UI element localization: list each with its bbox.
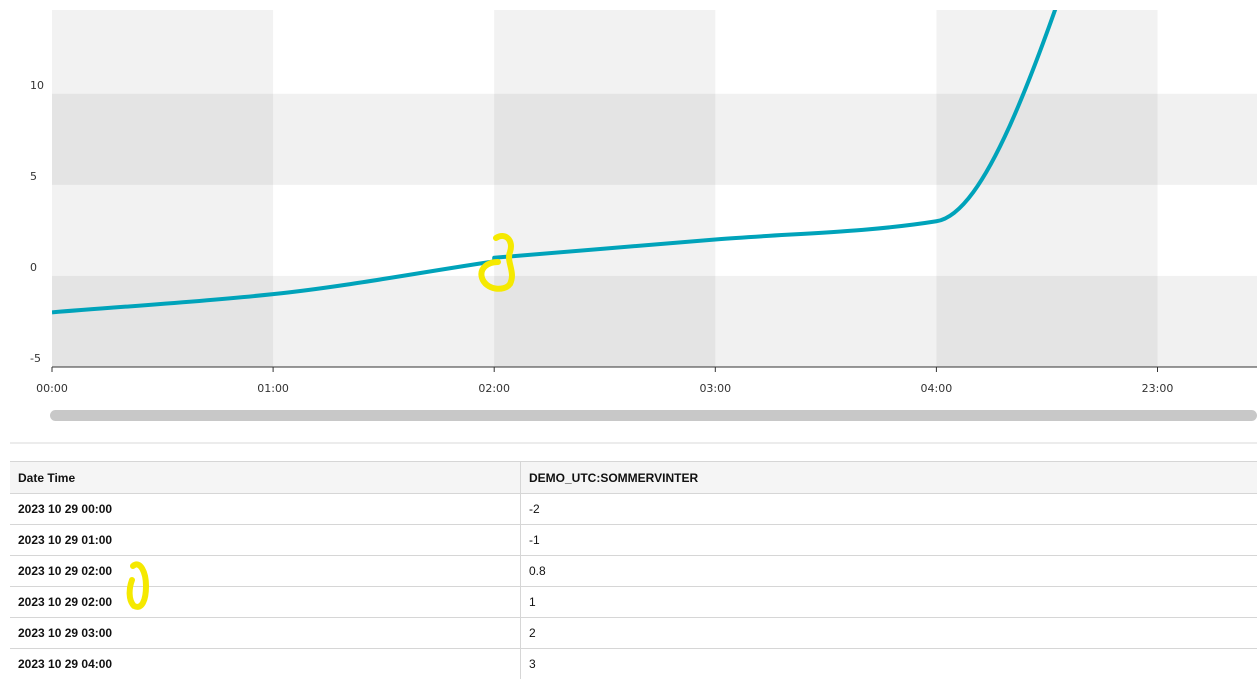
y-tick-label: 10 [30, 79, 44, 92]
y-tick-label: -5 [30, 352, 41, 365]
scrollbar[interactable] [50, 410, 1257, 421]
table-cell: 2023 10 29 02:00 [10, 586, 521, 618]
x-tick-label: 01:00 [257, 382, 289, 395]
x-tick-label: 23:00 [1142, 382, 1174, 395]
table-cell: -1 [520, 524, 1257, 556]
x-tick-label: 00:00 [36, 382, 68, 395]
y-tick-label: 5 [30, 170, 37, 183]
y-tick-label: 0 [30, 261, 37, 274]
x-tick-label: 04:00 [921, 382, 953, 395]
table-cell: 2023 10 29 04:00 [10, 648, 521, 679]
header-cell: DEMO_UTC:SOMMERVINTER [520, 461, 1257, 494]
chart: -5 0 5 10 00:00 01:00 02:00 03:00 04:00 23:00 [10, 10, 1257, 444]
table-cell: 2023 10 29 01:00 [10, 524, 521, 556]
x-tick-label: 03:00 [699, 382, 731, 395]
table-cell: 0.8 [520, 555, 1257, 587]
table-cell: 2023 10 29 03:00 [10, 617, 521, 649]
header-cell: Date Time [10, 461, 521, 494]
x-tick-label: 02:00 [478, 382, 510, 395]
table-header: Date Time DEMO_UTC:SOMMERVINTER [10, 461, 1257, 494]
table-cell: 2023 10 29 02:00 [10, 555, 521, 587]
plot-background [52, 10, 1257, 367]
table-row: 2023 10 29 02:00 0.8 [10, 555, 1257, 587]
series-line [52, 10, 1058, 315]
table-row: 2023 10 29 02:00 1 [10, 586, 1257, 618]
band [936, 10, 1158, 367]
table-cell: 2 [520, 617, 1257, 649]
table-row: 2023 10 29 03:00 2 [10, 617, 1257, 649]
data-table: Date Time DEMO_UTC:SOMMERVINTER 2023 10 … [10, 461, 1257, 679]
table-row: 2023 10 29 01:00 -1 [10, 524, 1257, 556]
table-row: 2023 10 29 04:00 3 [10, 648, 1257, 679]
table-cell: 1 [520, 586, 1257, 618]
table-cell: 3 [520, 648, 1257, 679]
table-row: 2023 10 29 00:00 -2 [10, 493, 1257, 525]
table-cell: -2 [520, 493, 1257, 525]
band [52, 275, 1257, 367]
band [52, 93, 1257, 185]
plot [52, 10, 1058, 315]
band [494, 10, 716, 367]
table-cell: 2023 10 29 00:00 [10, 493, 521, 525]
